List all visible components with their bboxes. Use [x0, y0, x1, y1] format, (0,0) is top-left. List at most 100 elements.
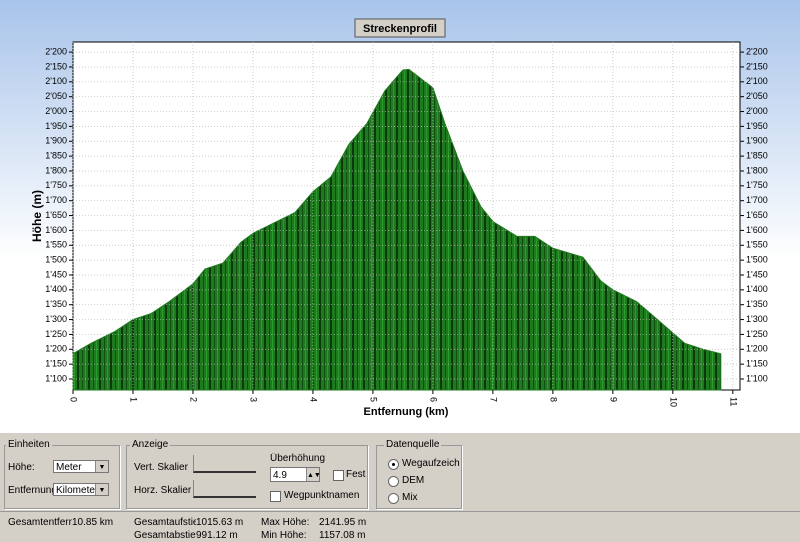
label: Horz. Skalier: [134, 485, 192, 496]
chart-area: Streckenprofil Höhe (m) Entfernung (km) …: [0, 0, 800, 432]
radio-button[interactable]: [388, 459, 399, 470]
status-label: Gesamtentfernur: [8, 517, 72, 528]
y2-tick-label: 1'450: [746, 269, 768, 279]
y2-tick-label: 1'850: [746, 150, 768, 160]
y-tick-label: 1'950: [45, 121, 67, 131]
y2-tick-label: 1'950: [746, 121, 768, 131]
x-axis-label: Entfernung (km): [364, 406, 449, 418]
y2-tick-label: 1'100: [746, 373, 768, 383]
x-tick-label: 11: [728, 397, 738, 406]
y2-tick-label: 1'900: [746, 136, 768, 146]
separator: [0, 511, 800, 512]
y-tick-label: 1'350: [45, 299, 67, 309]
label: Vert. Skalier: [134, 462, 188, 473]
y-tick-label: 1'700: [45, 195, 67, 205]
x-tick-label: 10: [668, 397, 678, 407]
status-value: 10.85 km: [72, 517, 114, 528]
title-box: [354, 18, 446, 38]
y-tick-label: 1'650: [45, 210, 67, 220]
label: Überhöhung: [270, 453, 326, 464]
label: Entfernung:: [8, 485, 60, 496]
exaggeration-input[interactable]: 4.9 ▲▼: [270, 467, 321, 482]
radio-label: DEM: [402, 475, 425, 486]
y-tick-label: 1'800: [45, 165, 67, 175]
y-tick-label: 2'150: [45, 61, 67, 71]
status-label: Gesamtaufstieg: [134, 517, 196, 528]
select-value: Kilometer: [56, 485, 99, 496]
checkbox[interactable]: [270, 491, 281, 502]
chart: Streckenprofil Höhe (m) Entfernung (km) …: [30, 18, 768, 418]
dropdown-arrow[interactable]: ▼: [95, 461, 108, 472]
x-tick-label: 3: [249, 397, 259, 402]
radio-button[interactable]: [388, 493, 399, 504]
y2-tick-label: 2'000: [746, 106, 768, 116]
status-value: 1015.63 m: [196, 517, 244, 528]
x-tick-label: 5: [369, 397, 379, 402]
y2-tick-label: 2'100: [746, 76, 768, 86]
y2-tick-label: 1'400: [746, 284, 768, 294]
y-tick-label: 2'000: [45, 106, 67, 116]
group-title: Anzeige: [130, 439, 171, 450]
spinner[interactable]: ▲▼: [306, 468, 321, 481]
y2-tick-label: 2'150: [746, 61, 768, 71]
radio-button[interactable]: [388, 476, 399, 487]
y-tick-label: 1'550: [45, 240, 67, 250]
units-group: [4, 445, 120, 509]
group-title: Einheiten: [6, 439, 52, 450]
y-tick-label: 1'300: [45, 314, 67, 324]
x-tick-label: 7: [488, 397, 498, 402]
group-title: Datenquelle: [384, 439, 442, 450]
y2-tick-label: 1'150: [746, 359, 768, 369]
y-tick-label: 1'500: [45, 255, 67, 265]
y-tick-label: 1'400: [45, 284, 67, 294]
select-value: Meter: [56, 462, 82, 473]
x-tick-label: 9: [608, 397, 618, 402]
y2-tick-label: 1'300: [746, 314, 768, 324]
y-tick-label: 2'200: [45, 46, 67, 56]
y2-tick-label: 1'600: [746, 225, 768, 235]
y-tick-label: 1'200: [45, 344, 67, 354]
status-value: 991.12 m: [196, 530, 238, 541]
x-tick-label: 4: [309, 397, 319, 402]
x-tick-label: 0: [69, 397, 79, 402]
y2-tick-label: 1'550: [746, 240, 768, 250]
y2-tick-label: 1'250: [746, 329, 768, 339]
y-tick-label: 1'100: [45, 373, 67, 383]
horz-scale-slider[interactable]: [193, 480, 256, 498]
input-value: 4.9: [273, 470, 287, 481]
x-tick-label: 2: [189, 397, 199, 402]
checkbox[interactable]: [333, 470, 344, 481]
y2-tick-label: 1'500: [746, 255, 768, 265]
status-label: Max Höhe:: [261, 517, 310, 528]
status-value: 1157.08 m: [319, 530, 366, 541]
elevation-area: [72, 68, 722, 391]
chart-title: Streckenprofil: [363, 23, 437, 35]
dropdown-arrow[interactable]: ▼: [95, 484, 108, 495]
y-axis-label: Höhe (m): [30, 190, 44, 242]
label: Wegpunktnamen: [284, 490, 360, 501]
y-tick-label: 1'450: [45, 269, 67, 279]
y-tick-label: 1'600: [45, 225, 67, 235]
display-group: [126, 445, 368, 509]
status-label: Gesamtabstieg: [134, 530, 196, 541]
y-tick-label: 1'850: [45, 150, 67, 160]
x-tick-label: 8: [548, 397, 558, 402]
y-tick-label: 1'900: [45, 136, 67, 146]
height-unit-select[interactable]: Meter ▼: [53, 460, 109, 473]
control-panel: Einheiten Höhe: Meter ▼ Entfernung: Kilom…: [0, 432, 800, 542]
y2-tick-label: 1'350: [746, 299, 768, 309]
radio-label: Mix: [402, 492, 418, 503]
y2-tick-label: 1'700: [746, 195, 768, 205]
status-label: Min Höhe:: [261, 530, 307, 541]
x-tick-label: 6: [429, 397, 439, 402]
label: Festst: [346, 469, 366, 480]
radio-label: Wegaufzeichnu: [402, 458, 460, 469]
distance-unit-select[interactable]: Kilometer ▼: [53, 483, 109, 496]
y2-tick-label: 1'200: [746, 344, 768, 354]
vert-scale-slider[interactable]: [193, 455, 256, 473]
y2-tick-label: 2'200: [746, 46, 768, 56]
y-tick-label: 2'050: [45, 91, 67, 101]
label: Höhe:: [8, 462, 35, 473]
y-tick-label: 1'150: [45, 359, 67, 369]
